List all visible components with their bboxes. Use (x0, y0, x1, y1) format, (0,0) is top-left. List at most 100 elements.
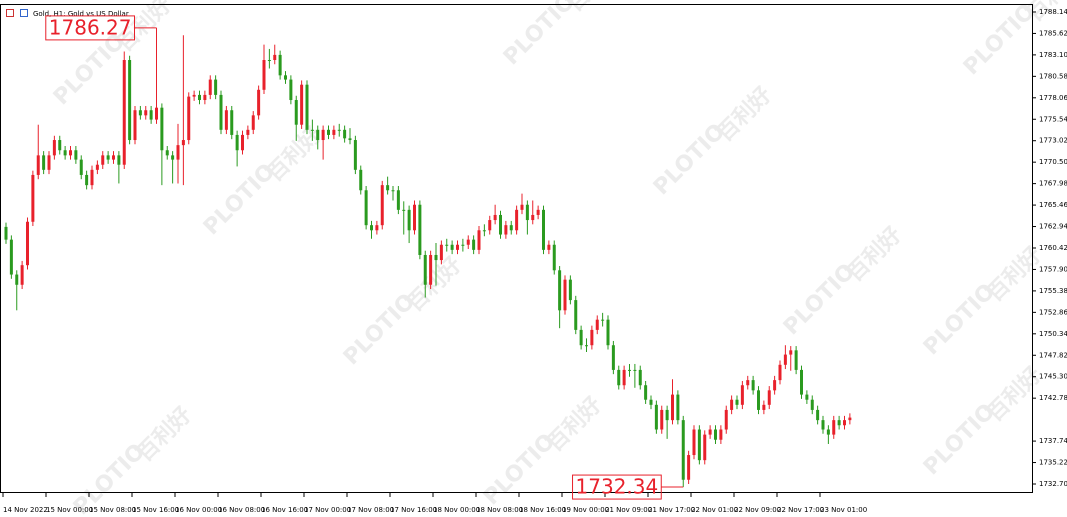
candle-body (219, 94, 223, 130)
candle-body (633, 369, 637, 371)
candle-body (434, 254, 438, 261)
candle-body (821, 420, 825, 430)
candle-body (542, 209, 545, 250)
candle-body (300, 84, 304, 125)
candle-body (477, 230, 481, 250)
candle-body (601, 319, 605, 321)
candle-body (848, 417, 852, 421)
candle-body (606, 319, 610, 346)
x-tick-label: 22 Nov 09:00 (734, 506, 781, 514)
candle-body (63, 150, 67, 156)
candle-body (509, 225, 513, 231)
candle-body (585, 345, 588, 347)
price-marker-label: 1732.34 (576, 475, 659, 499)
x-tick-label: 18 Nov 00:00 (433, 506, 480, 514)
price-marker-label: 1786.27 (49, 15, 132, 39)
candle-body (714, 429, 717, 440)
candle-body (15, 274, 19, 285)
y-tick-label: 1760.42 (1039, 244, 1067, 252)
candle-body (703, 434, 707, 461)
y-tick-label: 1785.62 (1039, 29, 1067, 37)
candle-body (638, 369, 642, 386)
candle-body (482, 230, 486, 232)
candle-body (579, 329, 583, 346)
candle-body (837, 420, 841, 426)
candle-body (708, 429, 712, 435)
candle-body (155, 107, 158, 120)
x-tick-label: 16 Nov 00:00 (175, 506, 222, 514)
x-tick-label: 18 Nov 16:00 (519, 506, 566, 514)
candle-body (235, 134, 239, 151)
candle-body (396, 190, 400, 210)
candle-body (525, 204, 529, 221)
y-tick-label: 1767.98 (1039, 180, 1067, 188)
candle-body (337, 129, 341, 131)
x-tick-label: 16 Nov 16:00 (261, 506, 308, 514)
candle-body (649, 399, 653, 405)
candle-body (294, 100, 298, 125)
candle-body (805, 394, 809, 400)
x-tick-label: 15 Nov 16:00 (132, 506, 179, 514)
candle-body (547, 244, 551, 250)
candle-body (413, 204, 416, 231)
candle-body (520, 204, 524, 210)
candle-body (198, 94, 201, 101)
candle-body (316, 129, 320, 141)
x-tick-label: 15 Nov 00:00 (46, 506, 93, 514)
candle-body (735, 399, 739, 405)
candle-body (117, 155, 121, 165)
y-tick-label: 1762.94 (1039, 223, 1067, 231)
candle-body (751, 380, 755, 391)
candle-body (203, 94, 207, 101)
candle-body (472, 239, 476, 250)
candle-body (214, 79, 218, 95)
candle-body (69, 150, 72, 156)
candle-body (224, 110, 228, 130)
candle-body (101, 155, 105, 165)
y-tick-label: 1770.50 (1039, 158, 1067, 166)
candle-body (192, 94, 196, 97)
y-tick-label: 1750.34 (1039, 330, 1067, 338)
candle-body (832, 420, 836, 435)
x-tick-label: 22 Nov 17:00 (777, 506, 824, 514)
candle-body (445, 244, 449, 246)
candle-body (42, 155, 46, 170)
candle-body (359, 169, 363, 191)
y-tick-label: 1757.90 (1039, 265, 1067, 273)
candle-body (149, 110, 153, 120)
candle-body (767, 390, 771, 405)
candle-body (740, 385, 744, 405)
candle-body (181, 140, 185, 146)
candle-body (251, 115, 255, 130)
candle-body (4, 226, 8, 240)
candle-body (241, 134, 244, 151)
candle-body (466, 239, 470, 245)
candle-body (789, 350, 793, 355)
candle-body (611, 345, 615, 370)
candle-body (724, 409, 728, 430)
candle-body (112, 155, 115, 160)
x-tick-label: 18 Nov 08:00 (476, 506, 523, 514)
candle-body (380, 185, 384, 226)
candle-body (778, 364, 782, 381)
y-tick-label: 1755.38 (1039, 287, 1067, 295)
chart-title: Gold, H1: Gold vs US Dollar (33, 10, 129, 18)
candle-body (595, 319, 599, 330)
candle-body (364, 190, 368, 226)
plot-frame (0, 4, 1033, 493)
candle-body (654, 404, 658, 430)
candle-body (144, 110, 148, 116)
candle-body (348, 138, 352, 141)
candle-body (762, 404, 766, 410)
candle-body (429, 254, 433, 285)
candle-body (697, 429, 701, 461)
candle-body (816, 409, 820, 421)
candle-body (262, 60, 266, 90)
candle-body (327, 129, 330, 135)
candle-body (563, 279, 567, 311)
candle-body (493, 214, 497, 221)
candle-body (488, 220, 492, 231)
candle-body (568, 279, 572, 301)
candle-body (343, 129, 347, 139)
candle-body (160, 107, 164, 151)
